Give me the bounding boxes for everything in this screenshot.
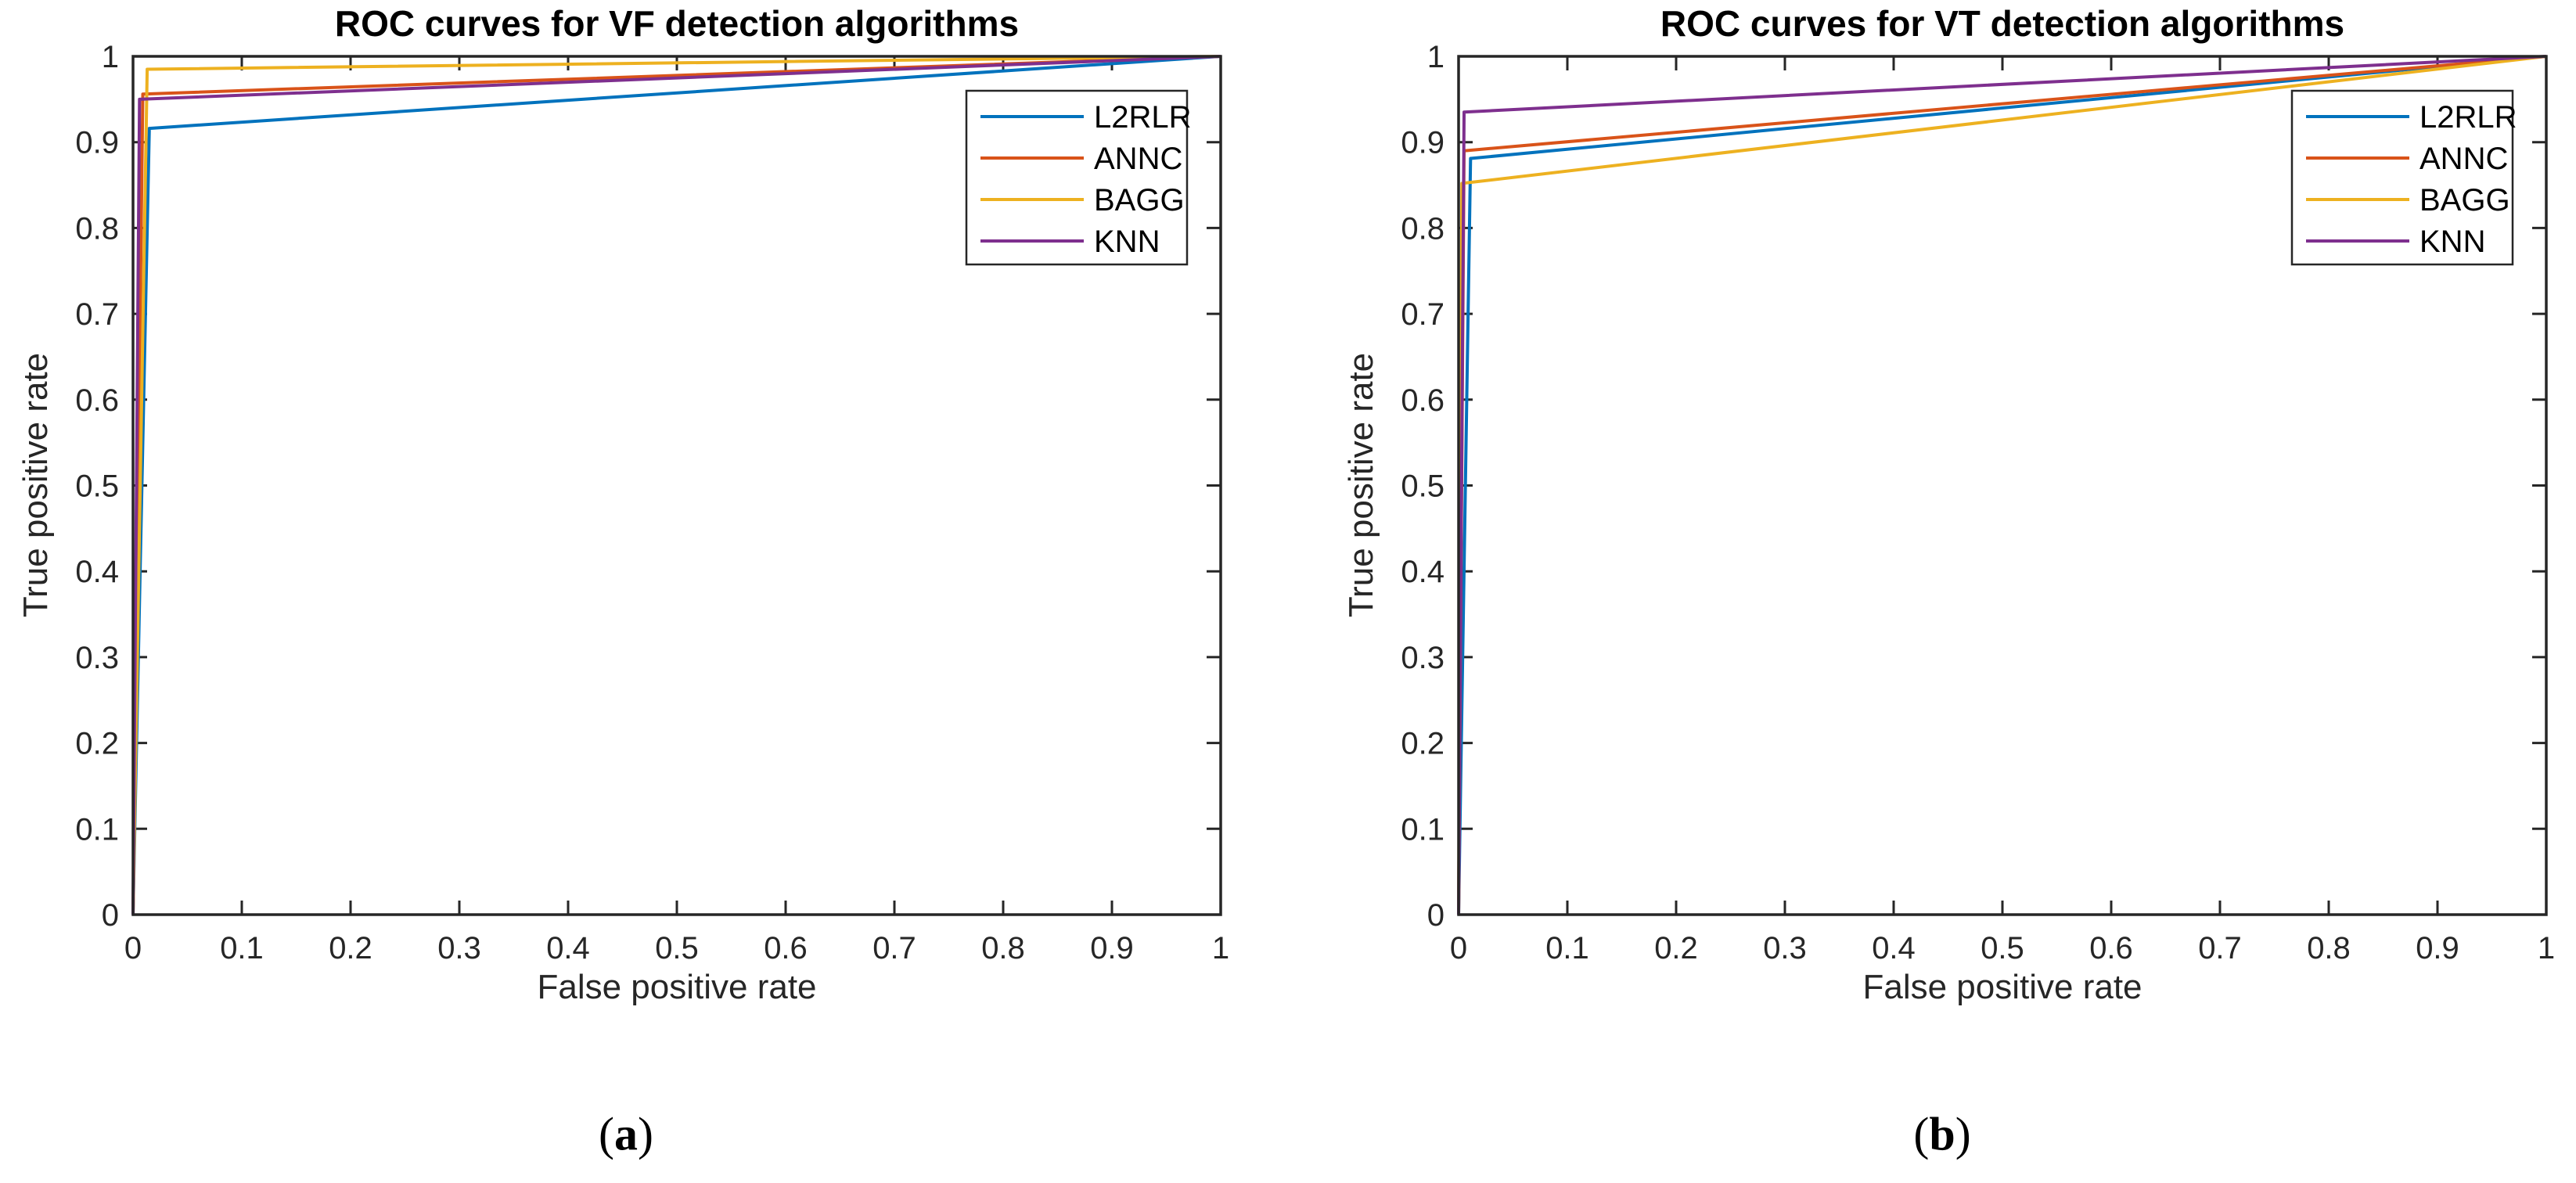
y-axis-label-vt: True positive rate	[1342, 352, 1380, 618]
caption-letter: a	[614, 1108, 638, 1160]
legend-label: L2RLR	[2419, 100, 2517, 135]
y-tick-label: 0.5	[75, 469, 119, 504]
x-tick-label: 0	[124, 931, 142, 965]
y-tick-label: 0.3	[75, 641, 119, 675]
y-tick-label: 1	[1427, 40, 1445, 74]
x-tick-label: 0.2	[1654, 931, 1698, 965]
x-tick-label: 0.8	[2307, 931, 2351, 965]
roc-curve-bagg	[131, 55, 1221, 915]
legend-label: KNN	[2419, 225, 2485, 259]
legend-box	[965, 89, 1189, 266]
roc-plot-vt: 0 0.1 0.2 0.3 0.4 0.5 0.6 0.7 0.8 0.9 1 0 0.1 0.2 0.3 0…	[1401, 40, 2555, 965]
x-tick-label: 0.5	[1981, 931, 2024, 965]
x-axis-label-vf: False positive rate	[537, 968, 817, 1006]
plot-title-vt: ROC curves for VT detection algorithms	[1660, 3, 2345, 44]
legend-label: KNN	[1094, 225, 1160, 259]
caption-open-paren: (	[599, 1108, 614, 1160]
x-tick-label: 0.5	[655, 931, 699, 965]
roc-curve-knn	[1457, 55, 2547, 915]
y-tick-label: 0.8	[75, 211, 119, 246]
x-tick-label: 0.4	[546, 931, 590, 965]
legend: L2RLR ANNC BAGG KNN	[965, 89, 1192, 266]
roc-curve-knn	[131, 55, 1221, 915]
caption-close-paren: )	[1955, 1108, 1971, 1160]
roc-curve-l2rlr	[1457, 55, 2547, 915]
y-tick-label: 0.6	[75, 383, 119, 418]
x-tick-label: 0.3	[437, 931, 481, 965]
y-tick-label: 0.4	[75, 555, 119, 589]
y-tick-label: 0	[1427, 898, 1445, 933]
x-tick-label: 0	[1450, 931, 1467, 965]
x-tick-label: 0.2	[329, 931, 372, 965]
legend: L2RLR ANNC BAGG KNN	[2290, 89, 2517, 266]
plot-title-vf: ROC curves for VF detection algorithms	[334, 3, 1020, 44]
caption-close-paren: )	[638, 1108, 653, 1160]
legend-label: ANNC	[2419, 142, 2508, 176]
subfigure-caption-a: (a)	[599, 1108, 653, 1162]
x-tick-label: 1	[2538, 931, 2555, 965]
x-tick-label: 0.6	[764, 931, 808, 965]
y-tick-label: 0.9	[1401, 126, 1445, 160]
y-tick-label: 0	[102, 898, 119, 933]
x-tick-label: 0.7	[2198, 931, 2242, 965]
x-tick-label: 0.1	[1545, 931, 1589, 965]
y-tick-label: 0.1	[1401, 812, 1445, 847]
legend-label: BAGG	[2419, 183, 2510, 218]
y-tick-label: 0.5	[1401, 469, 1445, 504]
roc-plot-vf: 0 0.1 0.2 0.3 0.4 0.5 0.6 0.7 0.8 0.9 1 0 0.1 0.2 0.3 0…	[75, 40, 1229, 965]
caption-letter: b	[1929, 1108, 1955, 1160]
caption-open-paren: (	[1913, 1108, 1930, 1160]
axis-ticks	[1457, 55, 2548, 916]
subfigure-caption-b: (b)	[1913, 1108, 1970, 1162]
axes-box	[131, 55, 1222, 916]
y-tick-label: 0.2	[1401, 727, 1445, 761]
y-tick-label: 0.4	[1401, 555, 1445, 589]
x-axis-label-vt: False positive rate	[1862, 968, 2142, 1006]
x-tick-label: 0.6	[2089, 931, 2133, 965]
axes-box	[1457, 55, 2548, 916]
x-tick-label: 0.8	[981, 931, 1025, 965]
y-tick-label: 0.3	[1401, 641, 1445, 675]
y-tick-label: 0.2	[75, 727, 119, 761]
legend-label: ANNC	[1094, 142, 1182, 176]
legend-label: L2RLR	[1094, 100, 1192, 135]
y-tick-label: 0.8	[1401, 211, 1445, 246]
y-tick-label: 0.7	[75, 297, 119, 332]
x-tick-label: 1	[1212, 931, 1229, 965]
y-axis-label-vf: True positive rate	[16, 352, 55, 618]
x-tick-label: 0.3	[1763, 931, 1807, 965]
legend-label: BAGG	[1094, 183, 1185, 218]
y-tick-label: 0.6	[1401, 383, 1445, 418]
x-tick-label: 0.1	[220, 931, 264, 965]
legend-box	[2290, 89, 2514, 266]
x-tick-label: 0.9	[1090, 931, 1134, 965]
y-tick-label: 0.9	[75, 126, 119, 160]
y-tick-label: 1	[102, 40, 119, 74]
y-tick-label: 0.1	[75, 812, 119, 847]
x-tick-label: 0.4	[1872, 931, 1916, 965]
x-tick-label: 0.9	[2416, 931, 2459, 965]
x-tick-label: 0.7	[872, 931, 916, 965]
y-tick-label: 0.7	[1401, 297, 1445, 332]
